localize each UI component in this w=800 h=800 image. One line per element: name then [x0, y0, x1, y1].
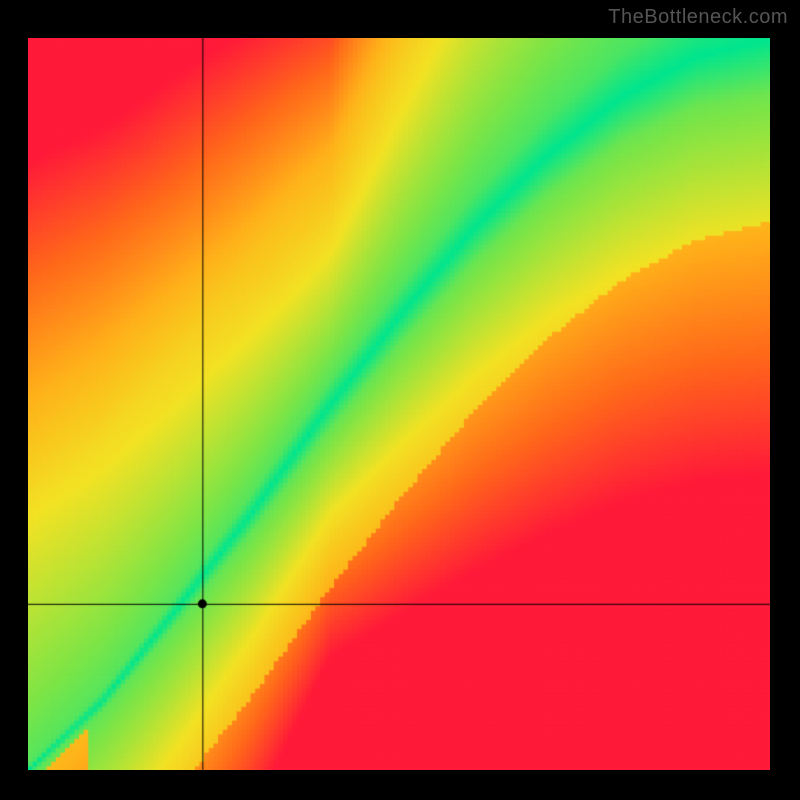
watermark-text: TheBottleneck.com [608, 6, 788, 29]
figure-container: TheBottleneck.com [0, 0, 800, 800]
heatmap-plot [28, 38, 770, 770]
heatmap-canvas [28, 38, 770, 770]
